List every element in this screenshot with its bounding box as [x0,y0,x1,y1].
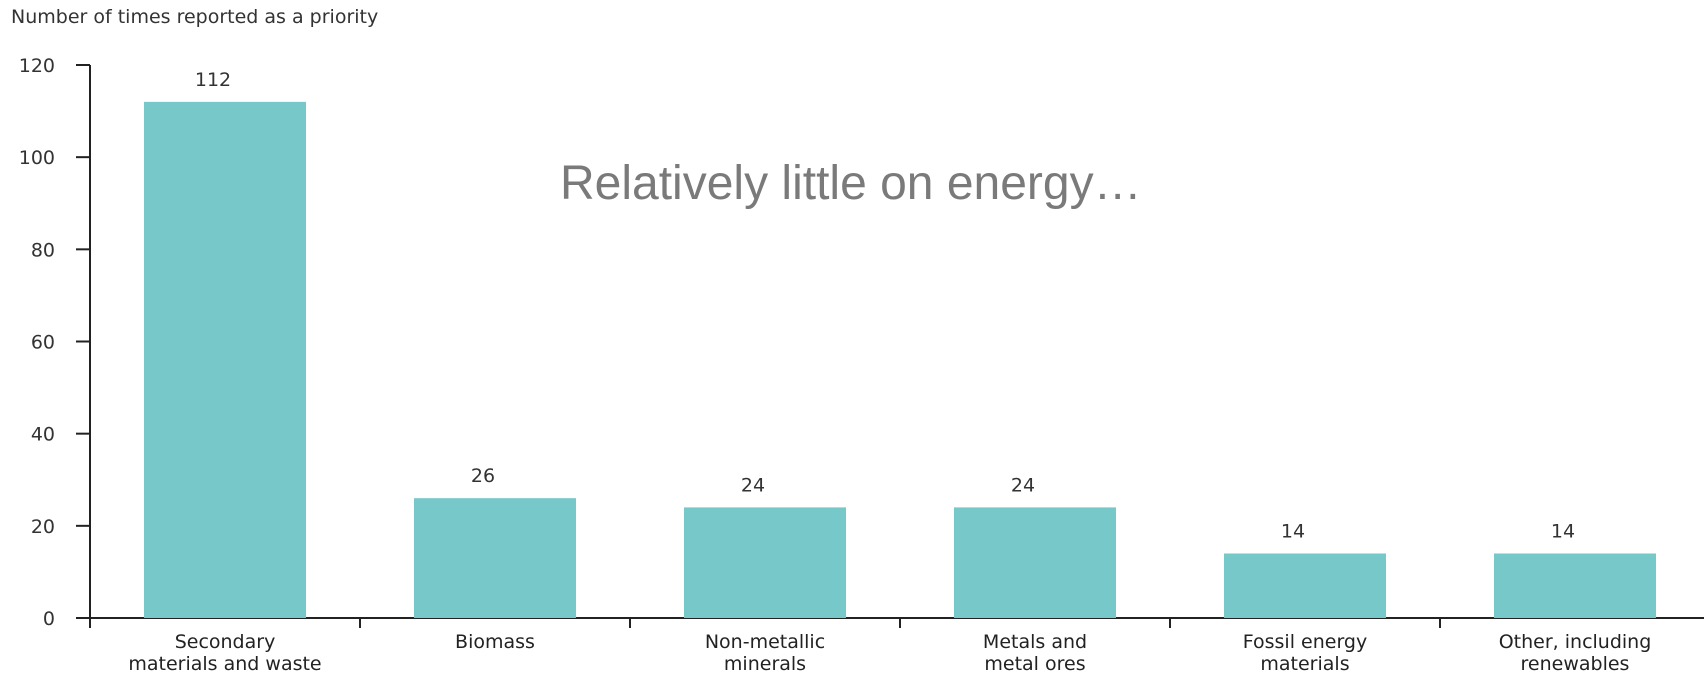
x-tick-label: Fossil energy materials [1243,631,1367,674]
bar-value-label: 14 [1551,520,1575,542]
y-tick-label: 100 [19,147,55,169]
y-tick-label: 0 [43,608,55,630]
bar-value-label: 14 [1281,520,1305,542]
chart-annotation: Relatively little on energy… [560,157,1142,210]
bar [684,507,846,618]
x-tick-label: Metals and metal ores [983,631,1087,674]
bar-value-label: 24 [741,474,765,496]
y-tick-label: 40 [31,424,55,446]
x-tick-label: Other, including renewables [1499,631,1652,674]
bar-value-label: 112 [195,69,231,91]
bar [1494,553,1656,618]
x-tick-label: Non-metallic minerals [705,631,825,674]
y-tick-label: 80 [31,239,55,261]
bar-value-label: 24 [1011,474,1035,496]
bar [414,498,576,618]
y-tick-label: 20 [31,516,55,538]
x-tick-label: Secondary materials and waste [128,631,321,674]
y-tick-label: 120 [19,55,55,77]
bar [954,507,1116,618]
bar-value-label: 26 [471,465,495,487]
y-axis-label: Number of times reported as a priority [11,6,379,28]
y-tick-label: 60 [31,332,55,354]
x-tick-label: Biomass [455,631,535,653]
bar [144,101,306,618]
bar [1224,553,1386,618]
